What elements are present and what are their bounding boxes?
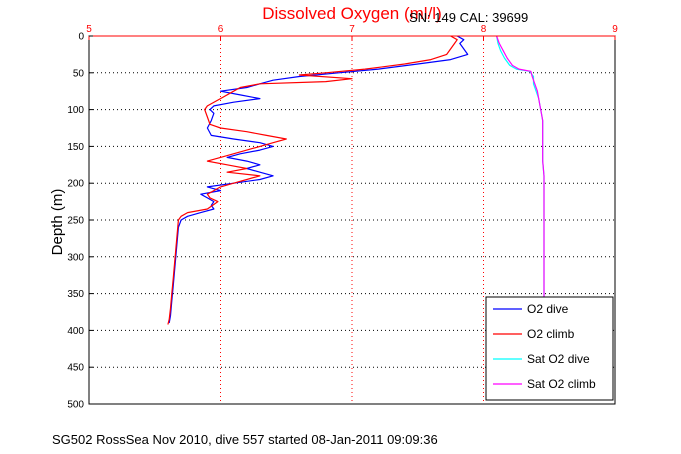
x-tick-label: 9 bbox=[612, 24, 618, 35]
y-tick-label: 350 bbox=[67, 289, 84, 300]
legend-box bbox=[485, 296, 614, 401]
legend-label: O2 climb bbox=[527, 327, 575, 341]
series-line-2 bbox=[167, 35, 458, 325]
calibration-annotation: SN: 149 CAL: 39699 bbox=[409, 10, 528, 25]
dive-info-footer: SG502 RossSea Nov 2010, dive 557 started… bbox=[52, 432, 438, 447]
y-tick-label: 50 bbox=[73, 68, 85, 79]
chart-title: Dissolved Oxygen (ml/l) bbox=[262, 4, 442, 23]
y-tick-label: 250 bbox=[67, 216, 84, 227]
series-line-3 bbox=[496, 35, 545, 298]
legend-label: Sat O2 dive bbox=[527, 352, 590, 366]
series-line-1 bbox=[168, 35, 469, 324]
x-tick-label: 7 bbox=[349, 24, 355, 35]
y-tick-label: 300 bbox=[67, 252, 84, 263]
legend: O2 dive O2 climb Sat O2 dive Sat O2 climb bbox=[485, 296, 614, 401]
y-tick-label: 450 bbox=[67, 363, 84, 374]
series-lines bbox=[167, 35, 545, 325]
legend-label: Sat O2 climb bbox=[527, 377, 596, 391]
y-tick-label: 500 bbox=[67, 400, 84, 411]
y-tick-label: 400 bbox=[67, 326, 84, 337]
x-tick-label: 5 bbox=[86, 24, 92, 35]
x-tick-label: 6 bbox=[218, 24, 224, 35]
legend-label: O2 dive bbox=[527, 302, 569, 316]
y-axis-label: Depth (m) bbox=[49, 189, 66, 256]
y-tick-label: 0 bbox=[78, 32, 84, 43]
grid-lines bbox=[89, 36, 615, 404]
y-tick-label: 150 bbox=[67, 142, 84, 153]
x-tick-label: 8 bbox=[481, 24, 487, 35]
y-tick-label: 100 bbox=[67, 105, 84, 116]
series-line-4 bbox=[496, 35, 545, 298]
axis-ticks: 5 6 7 8 9 0 50 100 150 200 250 300 350 400 450 500 bbox=[67, 24, 618, 411]
y-tick-label: 200 bbox=[67, 179, 84, 190]
